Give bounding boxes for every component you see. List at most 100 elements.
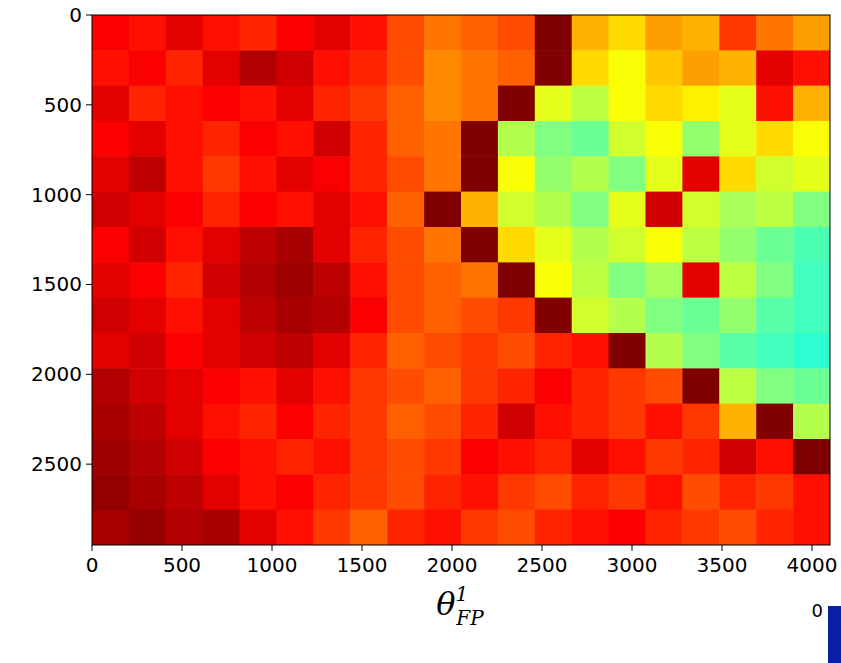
cell [609, 439, 646, 475]
cell [572, 368, 609, 404]
cell [682, 439, 719, 475]
cell [166, 227, 203, 263]
cell [313, 227, 350, 263]
cell [350, 298, 387, 334]
cell [609, 510, 646, 545]
cell [535, 439, 572, 475]
cell [498, 192, 535, 228]
cell [203, 510, 240, 545]
cells [92, 15, 830, 545]
cell [498, 50, 535, 86]
cell [646, 227, 683, 263]
cell [461, 439, 498, 475]
cell [277, 156, 314, 192]
cell [92, 50, 129, 86]
cell [277, 333, 314, 369]
cell [572, 15, 609, 51]
cell [572, 333, 609, 369]
cell [461, 368, 498, 404]
cell [129, 192, 166, 228]
cell [166, 86, 203, 122]
x-tick-label: 2000 [427, 553, 478, 577]
cell [646, 439, 683, 475]
cell [92, 368, 129, 404]
cell [203, 156, 240, 192]
cell [498, 121, 535, 157]
x-tick-label: 2500 [517, 553, 568, 577]
cell [793, 474, 830, 510]
cell [609, 227, 646, 263]
cell [129, 439, 166, 475]
cell [129, 474, 166, 510]
cell [129, 333, 166, 369]
title-base: θ [436, 585, 455, 623]
cell [793, 192, 830, 228]
cell [129, 262, 166, 298]
cell [719, 262, 756, 298]
cell [535, 333, 572, 369]
cell [166, 121, 203, 157]
cell [240, 50, 277, 86]
cell [498, 510, 535, 545]
cell [203, 121, 240, 157]
cell [387, 439, 424, 475]
cell [793, 262, 830, 298]
cell [719, 15, 756, 51]
cell [350, 474, 387, 510]
cell [387, 192, 424, 228]
cell [535, 50, 572, 86]
cell [535, 510, 572, 545]
cell [535, 298, 572, 334]
cell [646, 121, 683, 157]
cell [793, 50, 830, 86]
cell [203, 439, 240, 475]
cell [793, 510, 830, 545]
cell [92, 121, 129, 157]
cell [350, 121, 387, 157]
cell [92, 15, 129, 51]
cell [277, 15, 314, 51]
cell [424, 474, 461, 510]
cell [240, 439, 277, 475]
cell [240, 298, 277, 334]
cell [129, 368, 166, 404]
cell [203, 298, 240, 334]
cell [719, 192, 756, 228]
cell [350, 192, 387, 228]
cell [793, 333, 830, 369]
cell [498, 333, 535, 369]
cell [313, 15, 350, 51]
cell [682, 262, 719, 298]
cell [572, 262, 609, 298]
cell [535, 121, 572, 157]
y-tick [86, 104, 92, 105]
cell [277, 50, 314, 86]
cell [313, 156, 350, 192]
cell [203, 15, 240, 51]
title-sup: 1 [456, 582, 469, 606]
cell [277, 192, 314, 228]
cell [166, 404, 203, 440]
cell [646, 510, 683, 545]
cell [350, 86, 387, 122]
cell [313, 474, 350, 510]
cell [572, 192, 609, 228]
cell [240, 368, 277, 404]
cell [387, 368, 424, 404]
cell [350, 227, 387, 263]
cell [535, 192, 572, 228]
next-panel-edge [828, 606, 841, 663]
y-tick-label: 2500 [31, 452, 82, 476]
cell [498, 15, 535, 51]
cell [129, 404, 166, 440]
cell [313, 192, 350, 228]
cell [682, 86, 719, 122]
chart: 0500100015002000250030003500400005001000… [0, 0, 841, 663]
cell [646, 192, 683, 228]
cell [240, 192, 277, 228]
cell [350, 156, 387, 192]
cell [461, 474, 498, 510]
cell [240, 227, 277, 263]
cell [277, 121, 314, 157]
cell [277, 439, 314, 475]
